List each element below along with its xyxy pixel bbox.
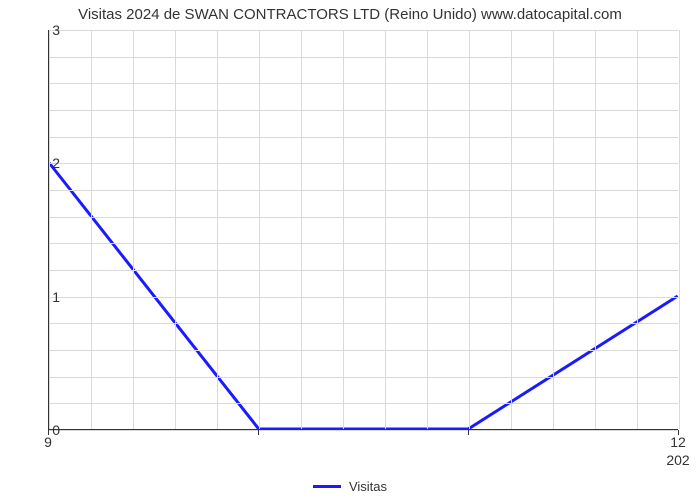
y-axis-tick-label: 3 — [30, 22, 60, 38]
grid-vertical — [595, 30, 596, 429]
plot-area — [48, 30, 678, 430]
grid-horizontal — [49, 57, 678, 58]
grid-horizontal — [49, 137, 678, 138]
grid-vertical — [637, 30, 638, 429]
grid-horizontal — [49, 350, 678, 351]
grid-vertical — [427, 30, 428, 429]
grid-horizontal — [49, 377, 678, 378]
x-axis-tick-label: 12 — [670, 434, 686, 450]
legend-label: Visitas — [349, 479, 387, 494]
grid-vertical — [301, 30, 302, 429]
chart-container: Visitas 2024 de SWAN CONTRACTORS LTD (Re… — [0, 0, 700, 500]
grid-vertical — [469, 30, 470, 429]
grid-horizontal — [49, 430, 678, 431]
grid-horizontal — [49, 30, 678, 31]
legend-swatch — [313, 485, 341, 488]
grid-horizontal — [49, 217, 678, 218]
grid-vertical — [49, 30, 50, 429]
grid-horizontal — [49, 110, 678, 111]
x-axis-minor-tick — [468, 430, 469, 435]
grid-vertical — [679, 30, 680, 429]
grid-horizontal — [49, 297, 678, 298]
grid-vertical — [91, 30, 92, 429]
chart-title: Visitas 2024 de SWAN CONTRACTORS LTD (Re… — [0, 6, 700, 23]
grid-horizontal — [49, 190, 678, 191]
grid-vertical — [259, 30, 260, 429]
x-axis-minor-tick — [48, 430, 49, 435]
y-axis-tick-label: 2 — [30, 155, 60, 171]
line-layer — [49, 30, 678, 429]
grid-vertical — [385, 30, 386, 429]
x-axis-minor-tick — [258, 430, 259, 435]
x-axis-tick-label: 9 — [44, 434, 52, 450]
grid-horizontal — [49, 403, 678, 404]
grid-horizontal — [49, 323, 678, 324]
grid-horizontal — [49, 270, 678, 271]
legend: Visitas — [0, 479, 700, 494]
grid-vertical — [511, 30, 512, 429]
x-axis-minor-tick — [678, 430, 679, 435]
grid-vertical — [175, 30, 176, 429]
grid-vertical — [343, 30, 344, 429]
grid-horizontal — [49, 163, 678, 164]
grid-vertical — [217, 30, 218, 429]
grid-horizontal — [49, 83, 678, 84]
grid-vertical — [553, 30, 554, 429]
y-axis-tick-label: 1 — [30, 289, 60, 305]
grid-vertical — [133, 30, 134, 429]
x-axis-secondary-label: 202 — [666, 452, 689, 468]
grid-horizontal — [49, 243, 678, 244]
